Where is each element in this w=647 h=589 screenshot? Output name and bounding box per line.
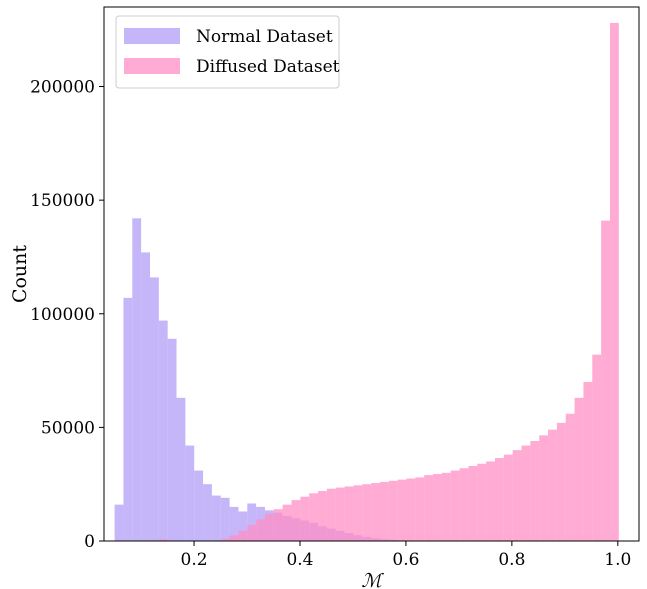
histogram-bar-diffused xyxy=(220,538,230,541)
y-tick-label: 50000 xyxy=(41,418,95,438)
histogram-bar-normal xyxy=(194,470,204,541)
histogram-bar-normal xyxy=(132,218,142,542)
histogram-bar-diffused xyxy=(565,413,575,541)
histogram-bar-normal xyxy=(185,445,195,541)
axes-frame xyxy=(103,6,640,542)
histogram-bar-diffused xyxy=(335,487,345,541)
histogram-bar-diffused xyxy=(273,509,283,541)
x-axis-label: ℳ xyxy=(361,570,384,589)
histogram-bar-diffused xyxy=(512,450,522,541)
histogram-bar-diffused xyxy=(503,454,513,541)
legend-swatch-diffused xyxy=(124,58,180,74)
histogram-bar-diffused xyxy=(256,519,265,541)
histogram-bar-diffused xyxy=(291,500,301,541)
histogram-bar-normal xyxy=(203,484,212,541)
histogram-bar-normal xyxy=(123,297,133,541)
histogram-bar-diffused xyxy=(450,470,460,541)
histogram-bar-diffused xyxy=(494,458,504,541)
histogram-bar-diffused xyxy=(282,504,292,541)
y-tick-label: 150000 xyxy=(30,191,95,211)
histogram-bar-diffused xyxy=(397,479,407,541)
histogram-bar-diffused xyxy=(388,480,398,541)
histogram-bar-normal xyxy=(211,495,221,541)
y-tick-label: 200000 xyxy=(30,78,95,98)
histogram-bar-diffused xyxy=(574,397,584,541)
histogram-bar-normal xyxy=(167,338,177,541)
histogram-bar-diffused xyxy=(326,488,336,541)
histogram-bar-normal xyxy=(114,504,124,541)
histogram-bar-diffused xyxy=(238,530,248,541)
histogram-bar-normal xyxy=(220,497,230,541)
histogram-bar-diffused xyxy=(556,422,566,541)
histogram-bar-normal xyxy=(247,503,257,541)
histogram-bar-diffused xyxy=(468,466,478,541)
legend: Normal Dataset Diffused Dataset xyxy=(115,15,340,89)
histogram-bar-diffused xyxy=(247,525,257,541)
y-tick-label: 100000 xyxy=(30,305,95,325)
histogram-bar-diffused xyxy=(379,481,389,541)
y-axis-label: Count xyxy=(9,245,31,303)
histogram-bar-diffused xyxy=(539,435,549,541)
histogram-bar-normal xyxy=(158,320,168,541)
histogram-bar-diffused xyxy=(601,220,610,541)
histogram-bar-diffused xyxy=(309,493,319,541)
histogram-bar-diffused xyxy=(486,461,495,541)
histogram-bar-normal xyxy=(229,506,239,541)
diffused-dataset-bars xyxy=(149,22,619,542)
histogram-bar-diffused xyxy=(548,429,557,541)
x-tick-label: 0.2 xyxy=(181,550,208,570)
x-tick-label: 0.4 xyxy=(286,550,313,570)
legend-label-diffused: Diffused Dataset xyxy=(196,57,340,77)
histogram-bar-diffused xyxy=(583,381,593,541)
legend-label-normal: Normal Dataset xyxy=(196,27,333,47)
histogram-bar-diffused xyxy=(521,445,531,541)
x-tick-label: 0.8 xyxy=(498,550,525,570)
histogram-bar-diffused xyxy=(229,535,239,541)
histogram-bar-diffused xyxy=(264,513,274,541)
histogram-bar-diffused xyxy=(158,539,168,541)
histogram-bar-normal xyxy=(176,397,186,541)
histogram-bar-diffused xyxy=(477,463,487,541)
histogram-bar-diffused xyxy=(362,484,372,541)
histogram-bar-diffused xyxy=(371,483,380,541)
histogram-bar-diffused xyxy=(415,477,425,541)
histogram-bar-normal xyxy=(141,252,150,541)
x-tick-label: 1.0 xyxy=(604,550,631,570)
histogram-bar-diffused xyxy=(441,472,451,541)
legend-swatch-normal xyxy=(124,28,180,44)
x-tick-label: 0.6 xyxy=(392,550,419,570)
histogram-bar-diffused xyxy=(300,496,310,541)
y-tick-label: 0 xyxy=(84,532,95,552)
x-axis-ticks: 0.2 0.4 0.6 0.8 1.0 xyxy=(181,541,631,570)
histogram-bar-diffused xyxy=(424,475,434,541)
histogram-bar-diffused xyxy=(344,486,354,541)
histogram-bar-diffused xyxy=(592,354,602,541)
histogram-bar-diffused xyxy=(609,22,619,542)
histogram-bar-diffused xyxy=(433,473,442,541)
y-axis-ticks: 0 50000 100000 150000 200000 xyxy=(30,78,104,552)
histogram-bar-diffused xyxy=(530,441,540,541)
histogram-bar-diffused xyxy=(353,485,363,541)
histogram-bar-diffused xyxy=(318,491,327,541)
histogram-bar-normal xyxy=(238,511,248,541)
histogram-bar-diffused xyxy=(406,478,416,541)
histogram-bar-normal xyxy=(149,277,159,541)
histogram-bar-diffused xyxy=(459,468,469,541)
